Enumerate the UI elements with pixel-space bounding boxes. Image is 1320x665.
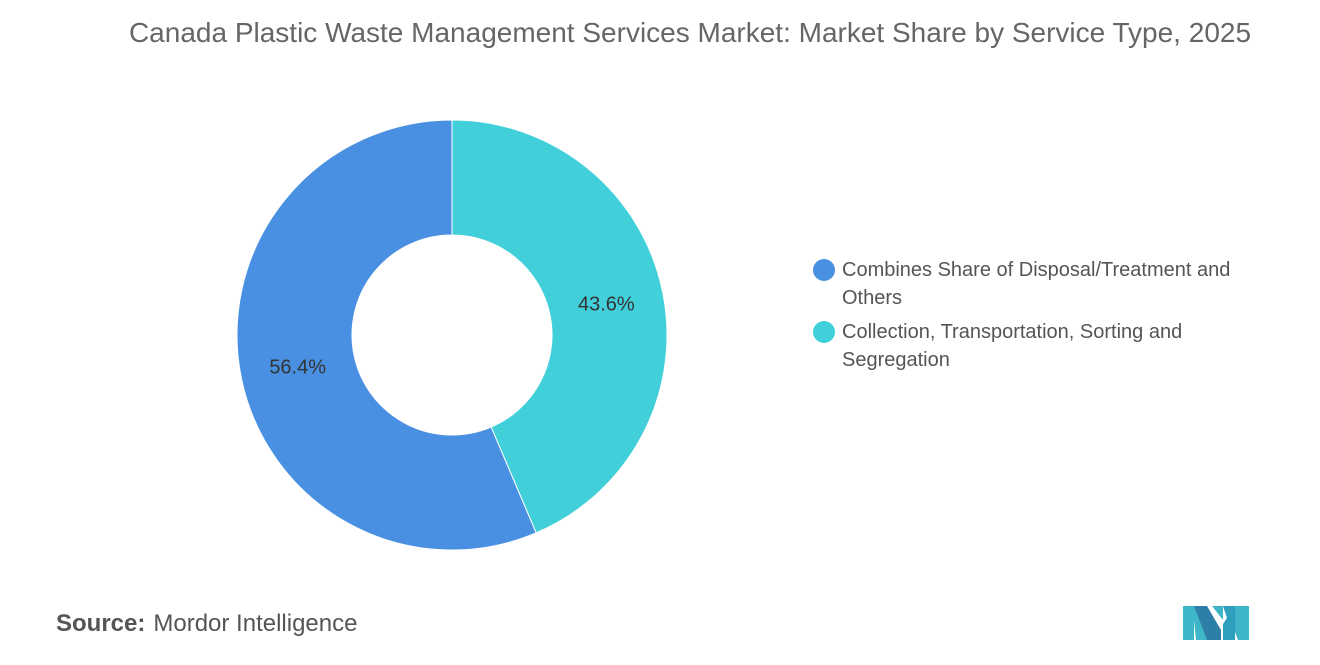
- legend-label-disposal: Combines Share of Disposal/Treatment and…: [842, 259, 1231, 309]
- legend-item-collection: Collection, Transportation, Sorting and …: [813, 318, 1293, 374]
- source-note: Source: Mordor Intelligence: [56, 610, 357, 638]
- mordor-intelligence-logo-icon: [1183, 606, 1249, 640]
- chart-legend: Combines Share of Disposal/Treatment and…: [813, 256, 1293, 380]
- donut-slice-collection: [451, 119, 668, 534]
- chart-title: Canada Plastic Waste Management Services…: [128, 17, 1252, 48]
- source-label: Source:: [56, 610, 146, 637]
- donut-label-disposal: 56.4%: [269, 356, 326, 378]
- legend-label-collection: Collection, Transportation, Sorting and …: [842, 321, 1183, 371]
- donut-slice-disposal: [236, 119, 537, 551]
- legend-swatch-collection: [813, 321, 835, 343]
- donut-label-collection: 43.6%: [578, 294, 635, 316]
- legend-swatch-disposal: [813, 259, 835, 281]
- legend-item-disposal: Combines Share of Disposal/Treatment and…: [813, 256, 1293, 312]
- source-value: Mordor Intelligence: [153, 610, 358, 637]
